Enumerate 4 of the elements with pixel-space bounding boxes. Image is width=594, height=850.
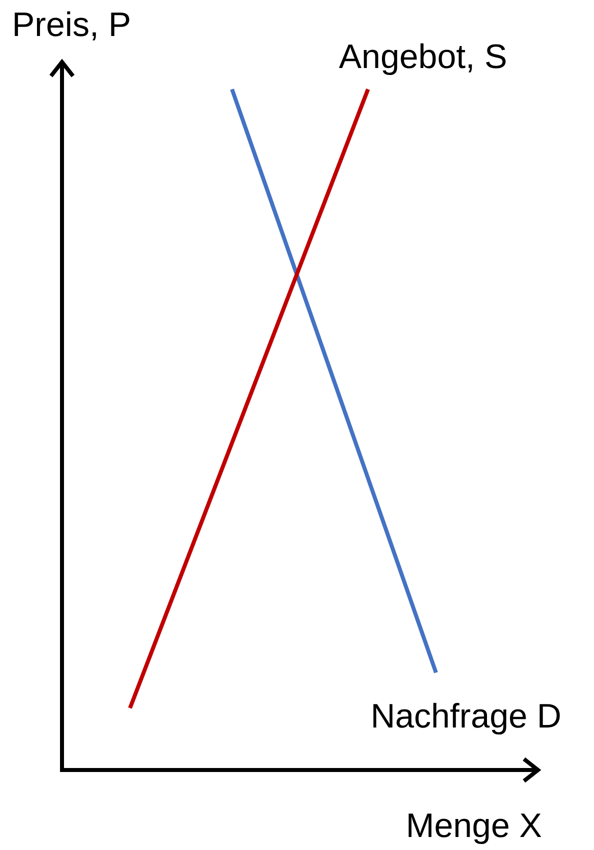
series-label: Nachfrage D [370, 698, 562, 736]
x-axis-title: Menge X [406, 807, 542, 845]
series-label: Angebot, S [338, 38, 508, 76]
y-axis-title: Preis, P [12, 6, 132, 44]
